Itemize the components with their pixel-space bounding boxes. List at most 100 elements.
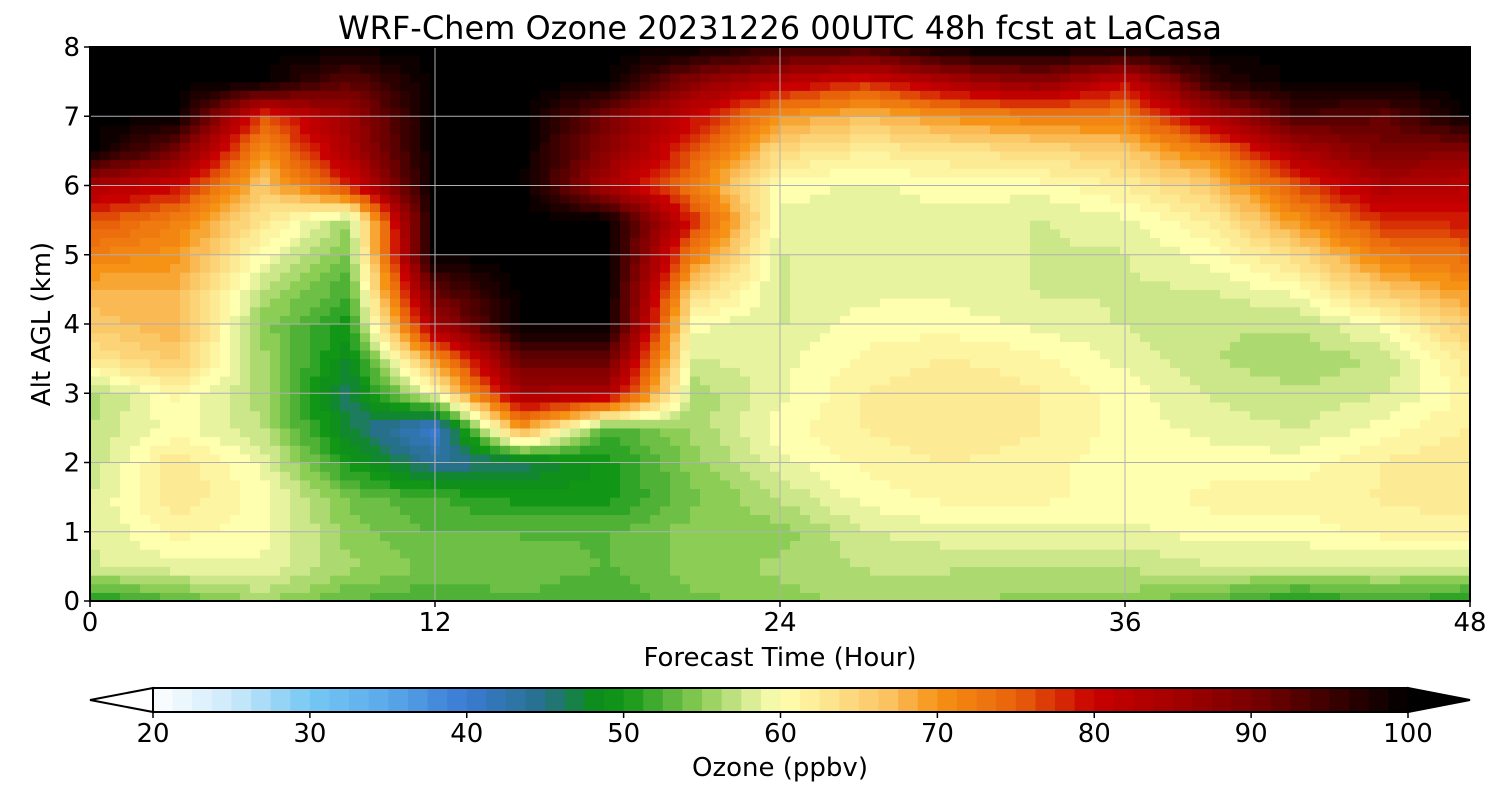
heatmap-cell <box>1090 393 1101 403</box>
heatmap-cell <box>990 531 1001 542</box>
heatmap-cell <box>150 575 161 585</box>
heatmap-cell <box>1410 540 1421 550</box>
heatmap-cell <box>540 298 551 308</box>
heatmap-cell <box>390 332 401 342</box>
heatmap-cell <box>510 505 521 516</box>
heatmap-cell <box>400 289 411 299</box>
heatmap-cell <box>380 566 391 576</box>
heatmap-cell <box>500 306 511 316</box>
heatmap-cell <box>580 410 591 420</box>
heatmap-cell <box>1400 462 1411 472</box>
heatmap-cell <box>280 410 291 420</box>
heatmap-cell <box>310 471 321 481</box>
heatmap-cell <box>380 367 391 377</box>
heatmap-cell <box>1020 453 1031 464</box>
heatmap-cell <box>1350 332 1361 342</box>
heatmap-cell <box>730 375 741 386</box>
heatmap-cell <box>180 393 191 403</box>
heatmap-cell <box>530 575 541 585</box>
heatmap-cell <box>200 462 211 472</box>
heatmap-cell <box>1260 566 1271 576</box>
heatmap-cell <box>1420 445 1431 455</box>
heatmap-cell <box>1000 419 1011 429</box>
heatmap-cell <box>220 341 231 351</box>
heatmap-cell <box>1180 592 1191 602</box>
heatmap-cell <box>950 462 961 472</box>
heatmap-cell <box>980 401 991 412</box>
heatmap-cell <box>1270 427 1281 438</box>
heatmap-cell <box>100 592 111 602</box>
heatmap-cell <box>710 445 721 455</box>
heatmap-cell <box>610 367 621 377</box>
heatmap-cell <box>1220 306 1231 316</box>
heatmap-cell <box>150 453 161 464</box>
heatmap-cell <box>890 436 901 446</box>
heatmap-cell <box>650 358 661 368</box>
heatmap-cell <box>520 384 531 394</box>
heatmap-cell <box>190 358 201 368</box>
heatmap-cell <box>940 315 951 325</box>
heatmap-cell <box>160 393 171 403</box>
heatmap-cell <box>860 436 871 446</box>
heatmap-cell <box>390 514 401 524</box>
heatmap-cell <box>1450 332 1461 342</box>
heatmap-cell <box>1190 401 1201 412</box>
heatmap-cell <box>1350 462 1361 472</box>
heatmap-cell <box>670 289 681 299</box>
heatmap-cell <box>470 488 481 498</box>
heatmap-cell <box>420 462 431 472</box>
heatmap-cell <box>1350 523 1361 533</box>
heatmap-cell <box>160 523 171 533</box>
heatmap-cell <box>480 505 491 516</box>
heatmap-cell <box>590 549 601 559</box>
heatmap-cell <box>1200 497 1211 507</box>
heatmap-cell <box>1320 289 1331 299</box>
heatmap-cell <box>520 592 531 602</box>
heatmap-cell <box>650 583 661 593</box>
heatmap-cell <box>140 315 151 325</box>
heatmap-cell <box>760 358 771 368</box>
heatmap-cell <box>530 367 541 377</box>
heatmap-cell <box>540 341 551 351</box>
heatmap-cell <box>1310 557 1321 567</box>
heatmap-cell <box>1220 505 1231 516</box>
heatmap-cell <box>1350 427 1361 438</box>
heatmap-cell <box>850 514 861 524</box>
heatmap-cell <box>390 557 401 567</box>
heatmap-cell <box>220 315 231 325</box>
heatmap-cell <box>700 393 711 403</box>
heatmap-cell <box>820 566 831 576</box>
heatmap-cell <box>400 358 411 368</box>
heatmap-cell <box>1030 566 1041 576</box>
heatmap-cell <box>1310 471 1321 481</box>
heatmap-cell <box>270 306 281 316</box>
heatmap-cell <box>300 531 311 542</box>
heatmap-cell <box>140 367 151 377</box>
heatmap-cell <box>200 566 211 576</box>
heatmap-cell <box>300 375 311 386</box>
heatmap-cell <box>270 575 281 585</box>
heatmap-cell <box>460 393 471 403</box>
heatmap-cell <box>1160 531 1171 542</box>
heatmap-cell <box>1220 575 1231 585</box>
heatmap-cell <box>1220 549 1231 559</box>
heatmap-cell <box>810 341 821 351</box>
heatmap-cell <box>200 497 211 507</box>
heatmap-cell <box>560 367 571 377</box>
heatmap-cell <box>1040 540 1051 550</box>
heatmap-cell <box>670 505 681 516</box>
heatmap-cell <box>1060 393 1071 403</box>
heatmap-cell <box>130 479 141 490</box>
heatmap-cell <box>1260 427 1271 438</box>
heatmap-cell <box>1310 349 1321 360</box>
heatmap-cell <box>570 393 581 403</box>
heatmap-cell <box>160 289 171 299</box>
heatmap-cell <box>270 479 281 490</box>
heatmap-cell <box>1130 557 1141 567</box>
heatmap-cell <box>500 445 511 455</box>
heatmap-cell <box>1020 583 1031 593</box>
heatmap-cell <box>520 324 531 334</box>
heatmap-cell <box>400 479 411 490</box>
heatmap-cell <box>1010 592 1021 602</box>
heatmap-cell <box>800 332 811 342</box>
